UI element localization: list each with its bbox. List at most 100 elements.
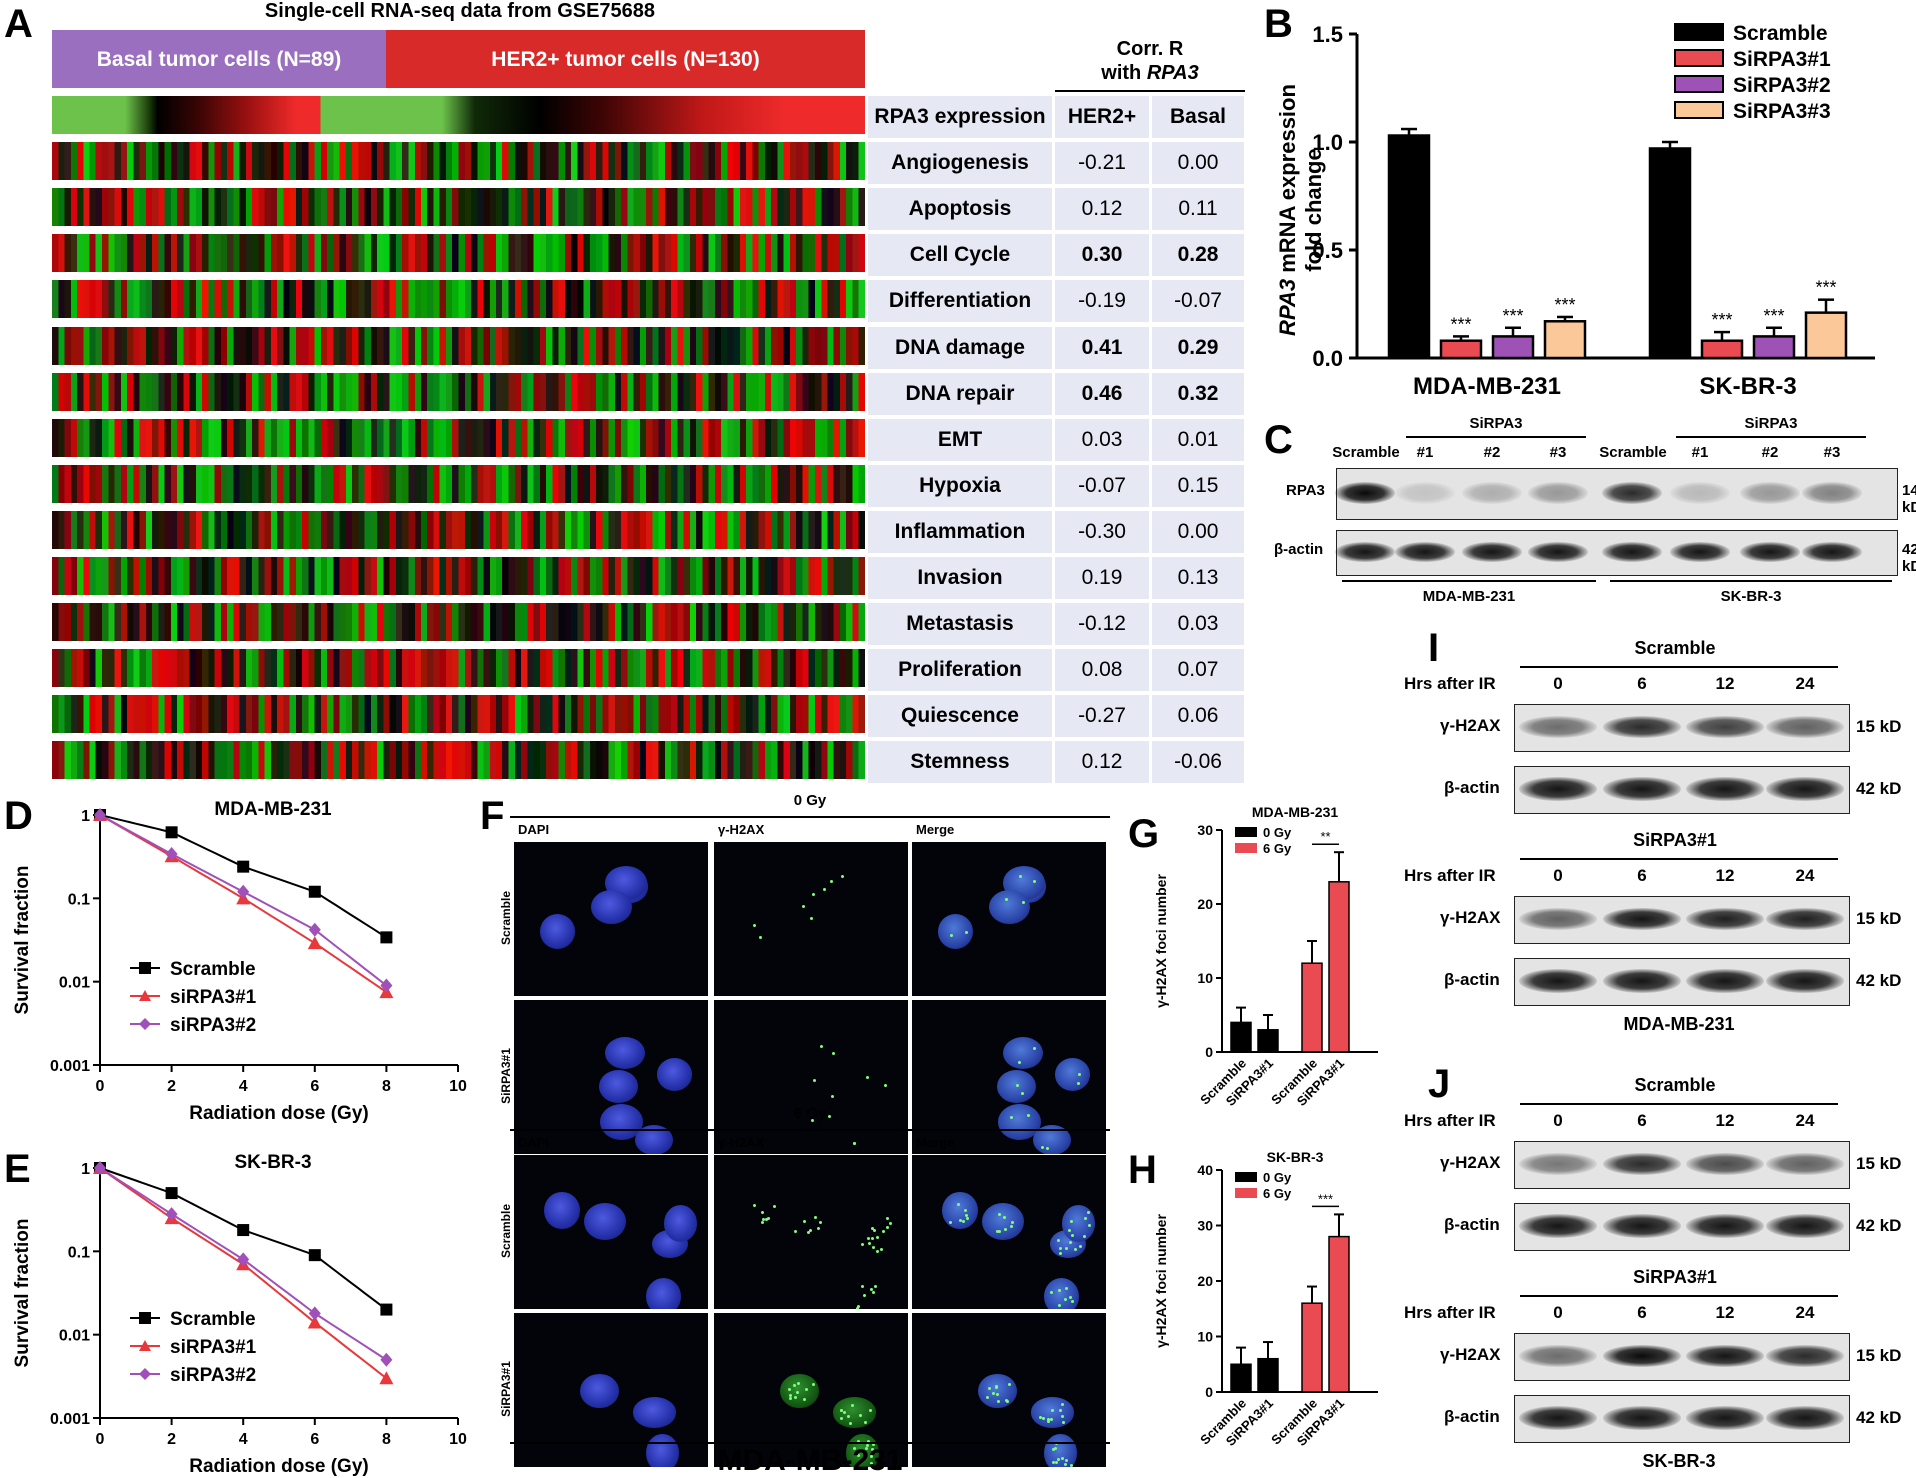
corr-row-name: Angiogenesis (868, 142, 1052, 185)
corr-row-name: Hypoxia (868, 464, 1052, 507)
f-foci-dot (856, 1454, 860, 1458)
f-foci-dot (1079, 1244, 1083, 1248)
blot-band (1686, 1153, 1764, 1175)
f-foci-dot (860, 1284, 864, 1288)
f-foci-dot (794, 1396, 798, 1400)
foci-y-label: γ-H2AX foci number (1153, 1214, 1169, 1348)
survival-x-tick-label: 4 (239, 1078, 248, 1095)
f-foci-dot (820, 1045, 824, 1049)
time-blot-hour: 0 (1553, 1111, 1563, 1130)
corr-her2-value: 0.12 (1055, 188, 1149, 231)
f-dose-label: 6 Gy (793, 1105, 827, 1122)
foci-legend-label: 6 Gy (1263, 841, 1292, 856)
f-micrograph (912, 1155, 1106, 1309)
heatmap-row (52, 280, 865, 319)
f-foci-dot (830, 879, 834, 883)
corr-row-name: EMT (868, 418, 1052, 461)
f-foci-dot (964, 931, 968, 935)
f-micrograph (514, 842, 708, 996)
foci-sig-stars: ** (1320, 829, 1330, 844)
time-blot-hrs-label: Hrs after IR (1404, 1111, 1496, 1130)
foci-legend-swatch (1235, 827, 1257, 837)
f-foci-dot (886, 1216, 890, 1220)
foci-y-tick-label: 30 (1197, 1218, 1213, 1234)
corr-row-name: Quiescence (868, 695, 1052, 738)
corr-basal-value: Basal (1152, 96, 1244, 139)
heatmap-row (52, 695, 865, 734)
survival-point (165, 1187, 178, 1200)
corr-her2-value: 0.41 (1055, 326, 1149, 369)
f-foci-dot (1010, 1225, 1014, 1229)
f-foci-dot (965, 1213, 969, 1217)
f-channel-label: DAPI (518, 1135, 550, 1150)
foci-y-tick-label: 20 (1197, 1273, 1213, 1289)
f-foci-dot (759, 935, 763, 939)
f-foci-dot (870, 1287, 874, 1291)
b-category-label: MDA-MB-231 (1413, 373, 1561, 400)
blot-c-cellline-label: MDA-MB-231 (1422, 588, 1516, 605)
survival-y-tick-label: 0.01 (59, 1328, 90, 1345)
f-foci-dot (794, 1230, 798, 1234)
time-blot-hour: 12 (1715, 866, 1735, 885)
corr-her2-value: -0.12 (1055, 603, 1149, 646)
corr-her2-value: 0.30 (1055, 234, 1149, 277)
f-foci-dot (1064, 1297, 1068, 1301)
f-foci-dot (868, 1241, 872, 1245)
f-foci-dot (760, 1221, 764, 1225)
time-blot-rule (1520, 1295, 1838, 1297)
blot-c-row-label: RPA3 (1286, 482, 1325, 499)
f-dose-rule (510, 816, 1110, 818)
time-blot-hour: 24 (1795, 866, 1815, 885)
blot-band (1335, 482, 1395, 504)
f-foci-dot (1084, 1216, 1088, 1220)
f-foci-dot (1064, 1287, 1068, 1291)
f-foci-dot (866, 1076, 870, 1080)
blot-band (1603, 1345, 1681, 1367)
time-blot-rule (1520, 1103, 1838, 1105)
heatmap-row (52, 96, 865, 134)
corr-row-name: Inflammation (868, 510, 1052, 553)
b-sig-stars: *** (1502, 306, 1523, 326)
blot-band (1766, 969, 1844, 993)
survival-point (380, 931, 393, 944)
f-foci-dot (871, 1291, 875, 1295)
f-foci-dot (1078, 1072, 1082, 1076)
time-blot-hour: 12 (1715, 1111, 1735, 1130)
f-foci-dot (1011, 1221, 1015, 1225)
time-blot-title: SiRPA3#1 (1633, 830, 1717, 850)
time-blot-hour: 6 (1637, 1111, 1647, 1130)
f-nucleus (656, 1058, 693, 1091)
b-y-label-gene: RPA3 (1275, 279, 1300, 336)
f-micrograph (714, 842, 908, 996)
time-blot-row-label: β-actin (1444, 778, 1500, 797)
survival-x-tick-label: 8 (382, 1078, 391, 1095)
f-foci-dot (760, 1210, 764, 1214)
f-dose-rule (510, 1129, 1110, 1131)
blot-c-lane-label: #2 (1761, 444, 1779, 461)
time-blot-row-label: β-actin (1444, 1215, 1500, 1234)
f-nucleus (1061, 1205, 1095, 1242)
f-foci-dot (963, 1209, 967, 1213)
foci-legend-label: 6 Gy (1263, 1186, 1292, 1201)
panel-label-b: B (1264, 2, 1293, 46)
f-nucleus (1002, 1037, 1043, 1070)
f-foci-dot (1070, 1220, 1074, 1224)
blot-band (1766, 716, 1844, 738)
survival-legend-marker (139, 1312, 151, 1324)
f-micrograph (514, 1155, 708, 1309)
foci-y-tick-label: 0 (1205, 1044, 1213, 1060)
her2-header-label: HER2+ tumor cells (N=130) (491, 48, 760, 71)
f-foci-dot (1070, 1300, 1074, 1303)
foci-sig-stars: *** (1318, 1191, 1333, 1206)
blot-band (1686, 1406, 1764, 1430)
f-foci-dot (840, 1409, 844, 1413)
survival-x-tick-label: 8 (382, 1431, 391, 1448)
f-foci-dot (1016, 1084, 1020, 1088)
blot-band (1686, 908, 1764, 930)
blot-band (1740, 482, 1800, 504)
blot-band (1603, 969, 1681, 993)
f-nucleus (982, 1202, 1024, 1240)
f-foci-dot (1004, 897, 1008, 901)
f-foci-dot (828, 1115, 832, 1119)
